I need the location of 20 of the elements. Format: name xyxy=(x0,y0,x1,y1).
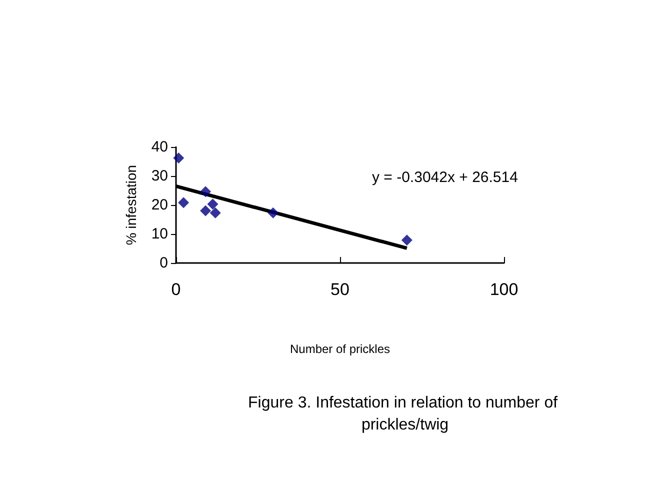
y-tick-label: 30 xyxy=(151,168,168,184)
point xyxy=(173,152,184,164)
y-axis-title: % infestation xyxy=(123,164,139,246)
point xyxy=(401,234,412,246)
x-axis-title: Number of prickles xyxy=(290,342,390,356)
point xyxy=(200,186,212,198)
y-tick-label: 10 xyxy=(151,226,168,242)
annotation: y = -0.3042x + 26.514 xyxy=(372,169,518,186)
point xyxy=(200,205,212,216)
y-tick-label: 0 xyxy=(160,254,168,272)
point xyxy=(207,198,218,210)
point xyxy=(268,207,279,218)
x-tick-label: 100 xyxy=(490,280,518,299)
x-tick-label: 0 xyxy=(171,280,181,299)
y-tick-label: 20 xyxy=(151,196,168,214)
point xyxy=(178,197,190,208)
x-tick-label: 50 xyxy=(330,280,350,299)
y-tick-label: 40 xyxy=(151,138,168,156)
point xyxy=(210,207,221,218)
text: Figure 3. Infestation in relation to number of prickles/twig xyxy=(248,394,562,434)
